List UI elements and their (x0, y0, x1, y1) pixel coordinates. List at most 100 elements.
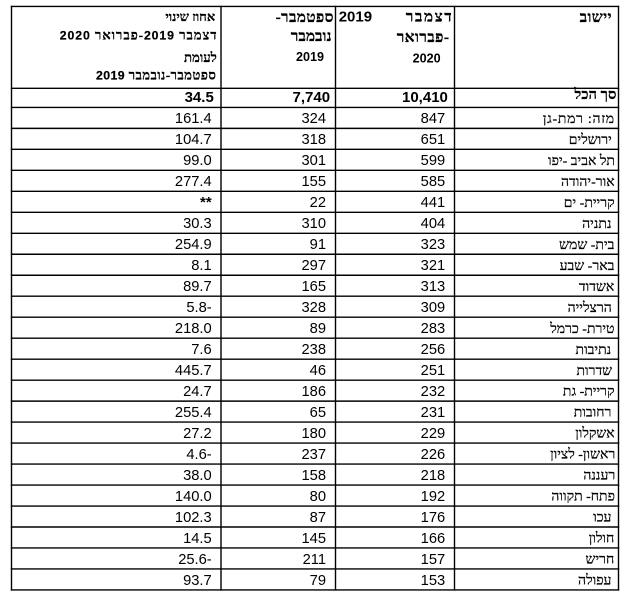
svg-text:91: 91 (310, 237, 326, 253)
svg-text:46: 46 (310, 363, 326, 379)
svg-text:לעומת: לעומת (184, 50, 217, 65)
svg-text:238: 238 (301, 342, 326, 358)
svg-text:599: 599 (421, 153, 446, 169)
svg-text:34.5: 34.5 (185, 89, 214, 106)
svg-text:ספטמבר-נובמבר 2019: ספטמבר-נובמבר 2019 (96, 67, 216, 82)
svg-text:22: 22 (310, 195, 326, 211)
svg-text:אחוז שינוי: אחוז שינוי (165, 9, 215, 24)
svg-text:441: 441 (421, 195, 446, 211)
svg-text:301: 301 (301, 153, 326, 169)
svg-text:79: 79 (310, 573, 326, 589)
svg-text:318: 318 (301, 132, 326, 148)
svg-text:נובמבר: נובמבר (291, 28, 332, 45)
svg-text:153: 153 (421, 573, 446, 589)
svg-text:165: 165 (301, 279, 326, 295)
svg-text:321: 321 (421, 258, 446, 274)
svg-text:328: 328 (301, 300, 326, 316)
svg-text:חולון: חולון (589, 531, 615, 547)
svg-text:161.4: 161.4 (175, 111, 212, 127)
svg-text:סך הכל: סך הכל (573, 86, 616, 103)
svg-text:176: 176 (421, 510, 446, 526)
svg-text:847: 847 (421, 111, 446, 127)
svg-text:102.3: 102.3 (175, 510, 212, 526)
svg-text:עכו: עכו (593, 511, 611, 526)
svg-text:דצמבר: דצמבר (406, 9, 454, 26)
svg-text:155: 155 (301, 174, 326, 190)
svg-text:585: 585 (421, 174, 446, 190)
svg-text:באר- שבע: באר- שבע (560, 259, 615, 274)
svg-text:2020: 2020 (413, 51, 441, 65)
svg-text:פתח- תקווה: פתח- תקווה (551, 490, 615, 505)
svg-text:218: 218 (421, 468, 446, 484)
svg-text:180: 180 (301, 426, 326, 442)
svg-text:65: 65 (310, 405, 326, 421)
svg-text:251: 251 (421, 363, 446, 379)
svg-text:297: 297 (301, 258, 326, 274)
svg-text:2019: 2019 (339, 9, 372, 26)
svg-text:10,410: 10,410 (402, 89, 448, 106)
svg-text:145: 145 (301, 531, 326, 547)
svg-text:231: 231 (421, 405, 446, 421)
svg-text:93.7: 93.7 (183, 573, 212, 589)
svg-text:שדרות: שדרות (576, 364, 612, 379)
svg-text:דצמבר 2019-פברואר 2020: דצמבר 2019-פברואר 2020 (60, 27, 218, 42)
svg-text:166: 166 (421, 531, 446, 547)
svg-text:4.6-: 4.6- (186, 447, 211, 463)
svg-text:2019: 2019 (296, 50, 324, 64)
svg-text:נתניה: נתניה (582, 217, 611, 232)
svg-text:**: ** (200, 194, 212, 211)
svg-text:283: 283 (421, 321, 446, 337)
svg-text:87: 87 (310, 510, 326, 526)
svg-text:חריש: חריש (586, 553, 615, 568)
svg-text:אור-יהודה: אור-יהודה (561, 175, 615, 190)
svg-text:14.5: 14.5 (183, 531, 212, 547)
svg-text:218.0: 218.0 (175, 321, 212, 337)
svg-text:ראשון- לציון: ראשון- לציון (550, 447, 615, 463)
svg-text:309: 309 (421, 300, 446, 316)
svg-text:עפולה: עפולה (578, 573, 612, 589)
svg-text:80: 80 (310, 489, 326, 505)
svg-text:אשקלון: אשקלון (575, 426, 615, 442)
svg-text:30.3: 30.3 (183, 216, 212, 232)
svg-text:קריית- גת: קריית- גת (563, 385, 615, 400)
svg-text:קריית- ים: קריית- ים (564, 196, 615, 211)
svg-text:313: 313 (421, 279, 446, 295)
svg-text:25.6-: 25.6- (178, 552, 212, 568)
svg-text:192: 192 (421, 489, 446, 505)
svg-text:229: 229 (421, 426, 446, 442)
svg-text:323: 323 (421, 237, 446, 253)
svg-text:226: 226 (421, 447, 446, 463)
svg-text:24.7: 24.7 (183, 384, 212, 400)
svg-text:140.0: 140.0 (175, 489, 212, 505)
svg-text:99.0: 99.0 (183, 153, 212, 169)
svg-text:211: 211 (303, 552, 326, 568)
svg-text:בית- שמש: בית- שמש (559, 238, 614, 253)
svg-text:27.2: 27.2 (183, 426, 212, 442)
svg-text:טירת- כרמל: טירת- כרמל (549, 321, 614, 337)
svg-text:254.9: 254.9 (175, 237, 212, 253)
svg-text:404: 404 (421, 216, 446, 232)
svg-text:יישוב: יישוב (580, 9, 612, 26)
svg-text:651: 651 (421, 132, 446, 148)
svg-text:7,740: 7,740 (293, 89, 331, 106)
svg-text:104.7: 104.7 (175, 132, 212, 148)
svg-text:רעננה: רעננה (583, 469, 615, 484)
svg-text:38.0: 38.0 (183, 468, 212, 484)
svg-text:הרצלייה: הרצלייה (568, 300, 612, 316)
svg-text:89: 89 (310, 321, 326, 337)
svg-text:ירושלים: ירושלים (569, 132, 612, 148)
svg-text:8.1: 8.1 (191, 258, 211, 274)
svg-text:232: 232 (421, 384, 446, 400)
svg-text:324: 324 (301, 111, 326, 127)
svg-text:אשדוד: אשדוד (579, 280, 614, 295)
svg-text:277.4: 277.4 (175, 174, 212, 190)
svg-text:מזה: רמת-גן: מזה: רמת-גן (543, 112, 615, 127)
svg-text:255.4: 255.4 (175, 405, 212, 421)
svg-text:256: 256 (421, 342, 446, 358)
svg-text:157: 157 (421, 552, 446, 568)
svg-text:7.6: 7.6 (191, 342, 211, 358)
svg-text:89.7: 89.7 (183, 279, 212, 295)
svg-text:445.7: 445.7 (175, 363, 212, 379)
svg-text:-פברואר: -פברואר (397, 29, 450, 46)
svg-text:רחובות: רחובות (574, 406, 612, 421)
